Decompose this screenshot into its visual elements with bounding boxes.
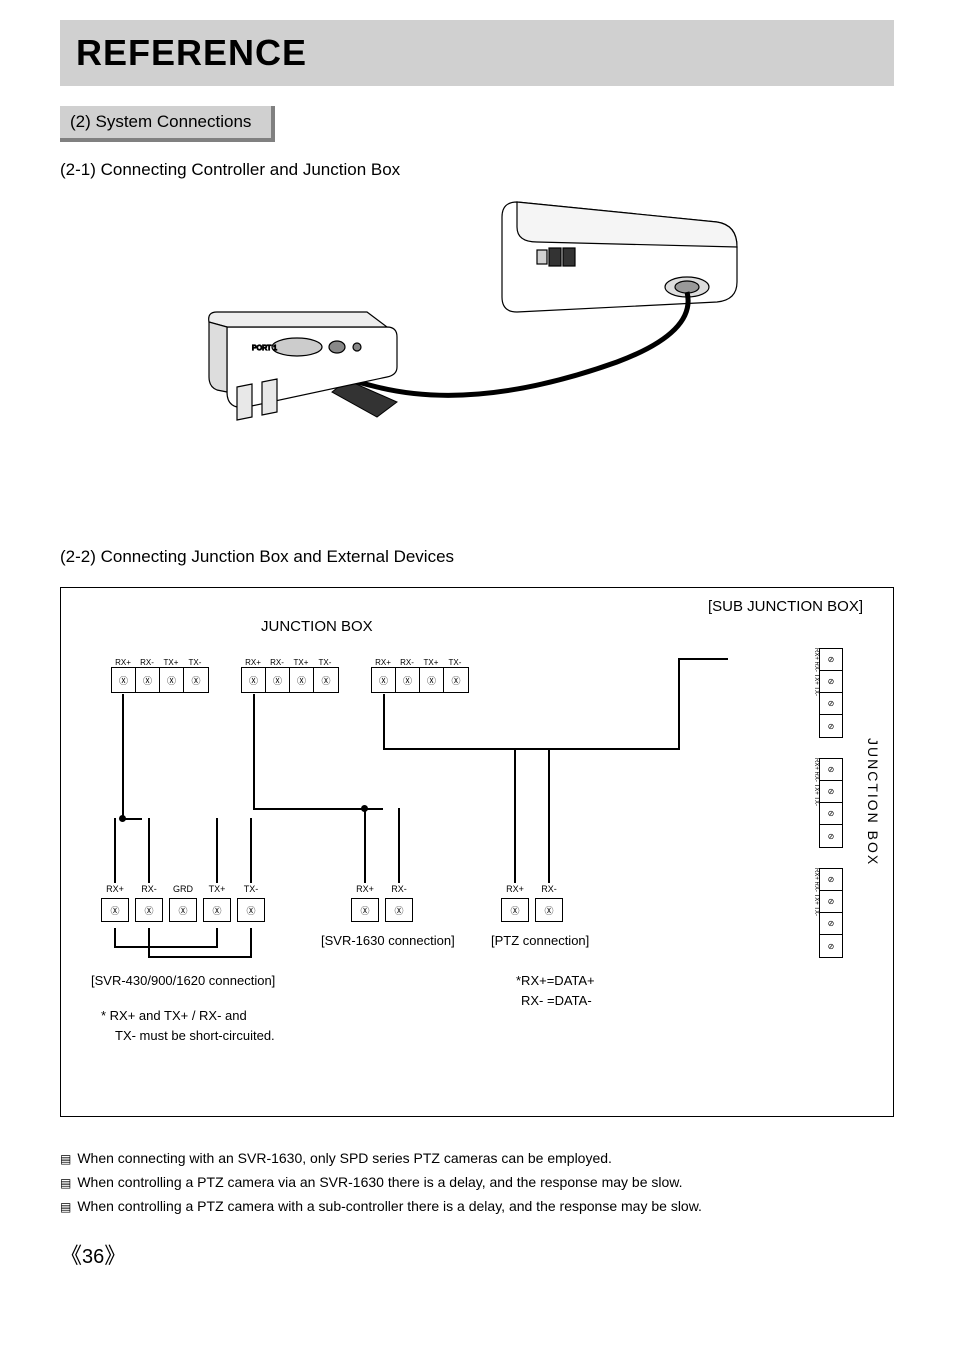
terminal: Ⓧ [169, 898, 197, 922]
note-1: When connecting with an SVR-1630, only S… [60, 1147, 894, 1171]
terminal: Ⓧ [112, 668, 136, 692]
ptz-caption: [PTZ connection] [491, 933, 589, 948]
terminal: Ⓧ [444, 668, 468, 692]
vert-labels-1: RX+ RX- TX+ TX- [813, 648, 819, 696]
sub-vert-block-1: ⊘ ⊘ ⊘ ⊘ [819, 648, 843, 738]
terminal-group-3: RX+ RX- TX+ TX- Ⓧ Ⓧ Ⓧ Ⓧ [371, 658, 469, 693]
svr1630-caption: [SVR-1630 connection] [321, 933, 455, 948]
section-title: (2) System Connections [60, 106, 275, 142]
terminal: ⊘ [820, 693, 842, 715]
vert-labels-3: RX+ RX- TX+ TX- [813, 868, 819, 916]
junction-box-label: JUNCTION BOX [261, 618, 373, 635]
svr1630-block: RX+ RX- Ⓧ Ⓧ [351, 898, 413, 922]
terminal: Ⓧ [184, 668, 208, 692]
page-number: 《36》 [60, 1238, 894, 1270]
terminal: ⊘ [820, 803, 842, 825]
terminal: Ⓧ [203, 898, 231, 922]
terminal: Ⓧ [396, 668, 420, 692]
terminal: ⊘ [820, 671, 842, 693]
terminal: Ⓧ [385, 898, 413, 922]
svr430-note1: * RX+ and TX+ / RX- and [101, 1008, 247, 1023]
terminal: ⊘ [820, 759, 842, 781]
subsection-2-2: (2-2) Connecting Junction Box and Extern… [60, 547, 894, 567]
svr430-note2: TX- must be short-circuited. [115, 1028, 275, 1043]
terminal: ⊘ [820, 891, 842, 913]
terminal: ⊘ [820, 715, 842, 737]
svg-text:PORT 1: PORT 1 [252, 345, 277, 352]
ptz-note1: *RX+=DATA+ [516, 973, 595, 988]
terminal: ⊘ [820, 781, 842, 803]
terminal: Ⓧ [535, 898, 563, 922]
sub-vert-block-2: ⊘ ⊘ ⊘ ⊘ [819, 758, 843, 848]
terminal: ⊘ [820, 825, 842, 847]
ptz-block: RX+ RX- Ⓧ Ⓧ [501, 898, 563, 922]
terminal: ⊘ [820, 913, 842, 935]
terminal: Ⓧ [314, 668, 338, 692]
terminal: ⊘ [820, 935, 842, 957]
terminal: ⊘ [820, 869, 842, 891]
terminal: Ⓧ [242, 668, 266, 692]
terminal: Ⓧ [101, 898, 129, 922]
vert-labels-2: RX+ RX- TX+ TX- [813, 758, 819, 806]
svr430-block: RX+ RX- GRD TX+ TX- Ⓧ Ⓧ Ⓧ Ⓧ Ⓧ [101, 898, 265, 922]
terminal: Ⓧ [160, 668, 184, 692]
terminal: Ⓧ [136, 668, 160, 692]
page-header: REFERENCE [60, 20, 894, 86]
terminal-group-2: RX+ RX- TX+ TX- Ⓧ Ⓧ Ⓧ Ⓧ [241, 658, 339, 693]
terminal: Ⓧ [501, 898, 529, 922]
terminal: Ⓧ [420, 668, 444, 692]
sub-junction-label: [SUB JUNCTION BOX] [708, 598, 863, 615]
junction-diagram: JUNCTION BOX [SUB JUNCTION BOX] JUNCTION… [60, 587, 894, 1117]
ptz-note2: RX- =DATA- [521, 993, 592, 1008]
junction-box-vert-label: JUNCTION BOX [865, 738, 881, 866]
page-title: REFERENCE [76, 32, 878, 74]
terminal: Ⓧ [135, 898, 163, 922]
terminal: Ⓧ [266, 668, 290, 692]
terminal: Ⓧ [351, 898, 379, 922]
controller-figure: PORT 1 [60, 192, 894, 497]
terminal: Ⓧ [290, 668, 314, 692]
note-3: When controlling a PTZ camera with a sub… [60, 1195, 894, 1219]
terminal: Ⓧ [237, 898, 265, 922]
sub-vert-block-3: ⊘ ⊘ ⊘ ⊘ [819, 868, 843, 958]
svr430-caption: [SVR-430/900/1620 connection] [91, 973, 275, 988]
subsection-2-1: (2-1) Connecting Controller and Junction… [60, 160, 894, 180]
controller-junction-illustration: PORT 1 [197, 192, 757, 492]
terminal-group-1: RX+ RX- TX+ TX- Ⓧ Ⓧ Ⓧ Ⓧ [111, 658, 209, 693]
note-2: When controlling a PTZ camera via an SVR… [60, 1171, 894, 1195]
terminal: Ⓧ [372, 668, 396, 692]
notes: When connecting with an SVR-1630, only S… [60, 1147, 894, 1218]
terminal: ⊘ [820, 649, 842, 671]
